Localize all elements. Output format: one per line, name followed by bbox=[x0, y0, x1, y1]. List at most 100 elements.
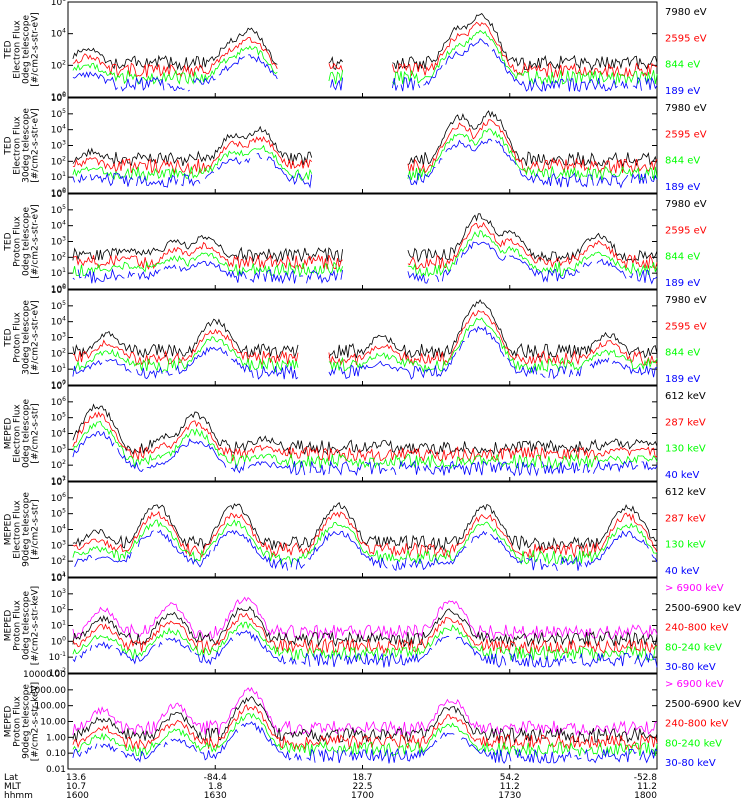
legend-entry: 287 keV bbox=[665, 513, 706, 524]
series-line bbox=[72, 12, 658, 72]
y-tick-label: 1.00 bbox=[46, 733, 66, 743]
series-line bbox=[72, 230, 658, 278]
y-tick-label: 107 bbox=[51, 476, 66, 488]
y-tick-label: 101 bbox=[51, 171, 66, 183]
y-tick-label: 10.00 bbox=[40, 718, 66, 728]
series-line bbox=[72, 596, 658, 641]
y-axis-label: TEDElectron Flux30deg telescope[#/cm2-s-… bbox=[4, 108, 41, 183]
footer-lat: 13.6 bbox=[66, 773, 86, 783]
y-axis-label: TEDProton Flux30deg telescope[#/cm2-s-st… bbox=[4, 300, 41, 375]
y-tick-label: 101 bbox=[51, 620, 66, 632]
footer-row-label: hhmm bbox=[4, 791, 33, 800]
y-tick-label: 102 bbox=[51, 251, 66, 263]
y-tick-label: 101 bbox=[51, 267, 66, 279]
series-line bbox=[72, 621, 658, 662]
panel-4: 100 101 102 103 104 105 106 TEDProton Flux30deg… bbox=[4, 284, 707, 391]
series-line bbox=[72, 21, 658, 79]
y-tick-label: 101 bbox=[51, 363, 66, 375]
footer-mlt: 10.7 bbox=[66, 782, 86, 792]
y-tick-label: 106 bbox=[51, 188, 66, 200]
series-line bbox=[72, 696, 658, 744]
footer-row-label: Lat bbox=[4, 773, 19, 783]
y-tick-label: 105 bbox=[51, 108, 66, 120]
panel-frame bbox=[67, 97, 658, 194]
series-line bbox=[72, 317, 658, 374]
y-tick-label: 0.10 bbox=[46, 749, 66, 759]
y-tick-label: 103 bbox=[51, 539, 66, 551]
footer-hhmm: 1600 bbox=[66, 791, 89, 800]
y-tick-label: 107 bbox=[51, 380, 66, 392]
y-tick-label: 105 bbox=[51, 204, 66, 216]
legend-entry: 189 eV bbox=[665, 182, 700, 193]
legend-entry: 2500-6900 keV bbox=[665, 603, 741, 614]
legend-entry: 2500-6900 keV bbox=[665, 699, 741, 710]
y-tick-label: 106 bbox=[51, 492, 66, 504]
footer-mlt: 11.2 bbox=[637, 782, 657, 792]
y-tick-label: 102 bbox=[51, 555, 66, 567]
series-line bbox=[72, 519, 658, 566]
series-line bbox=[72, 612, 658, 655]
footer-mlt: 1.8 bbox=[208, 782, 223, 792]
y-tick-label: 103 bbox=[51, 140, 66, 152]
y-tick-label: 1000.00 bbox=[29, 686, 66, 696]
panel-7: 10-2 10-1 100 101 102 103 104 MEPEDProton Flux0… bbox=[4, 572, 742, 679]
legend-entry: 40 keV bbox=[665, 566, 699, 577]
y-tick-label: 103 bbox=[51, 236, 66, 248]
legend-entry: 189 eV bbox=[665, 86, 700, 97]
legend-entry: 844 eV bbox=[665, 348, 700, 359]
series-line bbox=[74, 529, 658, 572]
series-line bbox=[72, 411, 658, 463]
series-line bbox=[72, 605, 658, 648]
legend-entry: 844 eV bbox=[665, 60, 700, 71]
footer-mlt: 22.5 bbox=[352, 782, 372, 792]
y-tick-label: 101 bbox=[51, 475, 66, 487]
legend-entry: 7980 eV bbox=[665, 7, 707, 18]
legend-entry: 240-800 keV bbox=[665, 623, 729, 634]
legend-entry: 7980 eV bbox=[665, 199, 707, 210]
panels-layer: 100 102 104 106 TEDElectron Flux0deg telesco… bbox=[4, 0, 742, 775]
series-line bbox=[72, 721, 658, 764]
footer-mlt: 11.2 bbox=[500, 782, 520, 792]
series-line bbox=[72, 403, 658, 456]
legend-entry: 287 keV bbox=[665, 417, 706, 428]
footer-hhmm: 1700 bbox=[351, 791, 374, 800]
y-tick-label: 104 bbox=[51, 316, 66, 328]
series-line bbox=[72, 119, 658, 175]
legend-entry: 2595 eV bbox=[665, 33, 707, 44]
y-tick-label: 105 bbox=[51, 300, 66, 312]
panel-1: 100 102 104 106 TEDElectron Flux0deg telesco… bbox=[4, 0, 707, 103]
y-axis-label: TEDElectron Flux0deg telescope[#/cm2-s-s… bbox=[4, 12, 41, 87]
legend-entry: 130 keV bbox=[665, 444, 706, 455]
y-tick-label: 102 bbox=[51, 347, 66, 359]
legend-entry: 30-80 keV bbox=[665, 662, 716, 673]
panel-frame bbox=[67, 193, 658, 290]
footer-lat: 18.7 bbox=[352, 773, 372, 783]
y-tick-label: 106 bbox=[51, 92, 66, 104]
y-tick-label: 100.00 bbox=[35, 702, 67, 712]
series-line bbox=[72, 510, 658, 559]
y-tick-label: 106 bbox=[51, 396, 66, 408]
y-tick-label: 105 bbox=[51, 412, 66, 424]
legend-entry: 2595 eV bbox=[665, 321, 707, 332]
y-tick-label: 100 bbox=[51, 283, 66, 295]
series-line bbox=[72, 325, 658, 380]
legend-entry: 40 keV bbox=[665, 470, 699, 481]
panel-frame bbox=[67, 289, 658, 386]
panel-3: 100 101 102 103 104 105 106 TEDProton Flux0deg … bbox=[4, 188, 707, 295]
y-tick-label: 103 bbox=[51, 588, 66, 600]
legend-entry: 844 eV bbox=[665, 156, 700, 167]
y-tick-label: 100 bbox=[51, 187, 66, 199]
series-line bbox=[72, 299, 658, 359]
panel-frame bbox=[67, 481, 658, 578]
legend-entry: 612 keV bbox=[665, 487, 706, 498]
series-line bbox=[72, 431, 658, 477]
y-tick-label: 100 bbox=[51, 379, 66, 391]
y-tick-label: 102 bbox=[51, 604, 66, 616]
legend-entry: 7980 eV bbox=[665, 295, 707, 306]
series-line bbox=[72, 138, 658, 189]
y-tick-label: 100 bbox=[51, 91, 66, 103]
panel-frame bbox=[67, 385, 658, 482]
legend-entry: 189 eV bbox=[665, 278, 700, 289]
